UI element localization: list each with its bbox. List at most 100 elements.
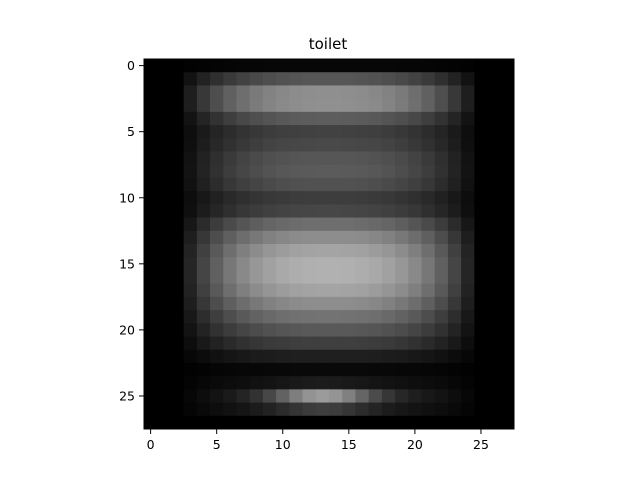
- heatmap-cell: [461, 389, 475, 403]
- heatmap-cell: [196, 389, 211, 403]
- heatmap-cell: [210, 244, 224, 258]
- heatmap-cell: [421, 151, 436, 166]
- heatmap-cell: [381, 164, 396, 179]
- heatmap-cell: [447, 336, 462, 351]
- heatmap-cell: [381, 402, 396, 417]
- heatmap-cell: [144, 362, 158, 377]
- heatmap-cell: [262, 111, 277, 126]
- heatmap-cell: [289, 244, 303, 258]
- heatmap-cell: [210, 138, 224, 152]
- heatmap-cell: [249, 125, 264, 139]
- heatmap-cell: [236, 244, 251, 258]
- heatmap-cell: [355, 111, 370, 126]
- y-tick-label: 25: [119, 388, 135, 403]
- heatmap-cell: [196, 230, 211, 245]
- heatmap-cell: [302, 151, 317, 166]
- heatmap-cell: [500, 283, 515, 298]
- heatmap-cell: [315, 151, 330, 166]
- heatmap-cell: [183, 98, 198, 113]
- heatmap-cell: [500, 98, 515, 113]
- heatmap-cell: [381, 98, 396, 113]
- heatmap-cell: [421, 111, 436, 126]
- heatmap-cell: [329, 191, 343, 205]
- heatmap-cell: [421, 389, 436, 403]
- heatmap-cell: [474, 111, 488, 126]
- heatmap-cell: [355, 257, 370, 271]
- heatmap-cell: [236, 191, 251, 205]
- heatmap-cell: [315, 111, 330, 126]
- heatmap-cell: [342, 164, 356, 179]
- heatmap-cell: [289, 323, 303, 337]
- heatmap-cell: [461, 323, 475, 337]
- heatmap-cell: [249, 191, 264, 205]
- heatmap-cell: [170, 349, 185, 364]
- heatmap-cell: [262, 283, 277, 298]
- heatmap-cell: [170, 336, 185, 351]
- heatmap-cell: [289, 389, 303, 403]
- heatmap-cell: [157, 72, 171, 86]
- heatmap-cell: [329, 336, 343, 351]
- heatmap-cell: [289, 59, 303, 73]
- heatmap-cell: [170, 296, 185, 311]
- heatmap-cell: [368, 296, 383, 311]
- heatmap-cell: [381, 296, 396, 311]
- heatmap-cell: [408, 204, 422, 218]
- heatmap-cell: [183, 376, 198, 390]
- heatmap-cell: [368, 336, 383, 351]
- heatmap-cell: [395, 310, 409, 324]
- heatmap-cell: [262, 257, 277, 271]
- heatmap-cell: [447, 191, 462, 205]
- heatmap-cell: [196, 310, 211, 324]
- heatmap-cell: [196, 244, 211, 258]
- heatmap-cell: [223, 111, 237, 126]
- heatmap-cell: [461, 244, 475, 258]
- heatmap-cell: [210, 217, 224, 232]
- heatmap-cell: [249, 244, 264, 258]
- heatmap-cell: [302, 72, 317, 86]
- heatmap-cell: [447, 296, 462, 311]
- heatmap-cell: [381, 217, 396, 232]
- heatmap-cell: [461, 362, 475, 377]
- heatmap-cell: [395, 138, 409, 152]
- heatmap-cell: [262, 204, 277, 218]
- heatmap-cell: [421, 230, 436, 245]
- heatmap-cell: [434, 138, 449, 152]
- heatmap-cell: [408, 310, 422, 324]
- heatmap-cell: [276, 257, 290, 271]
- heatmap-cell: [355, 230, 370, 245]
- heatmap-cell: [461, 164, 475, 179]
- heatmap-cell: [355, 72, 370, 86]
- heatmap-cell: [302, 283, 317, 298]
- heatmap-cell: [315, 230, 330, 245]
- heatmap-cell: [144, 230, 158, 245]
- heatmap-cell: [183, 164, 198, 179]
- heatmap-cell: [302, 257, 317, 271]
- heatmap-cell: [342, 151, 356, 166]
- heatmap-cell: [302, 349, 317, 364]
- heatmap-cell: [474, 177, 488, 192]
- heatmap-cell: [487, 336, 502, 351]
- heatmap-cell: [315, 244, 330, 258]
- heatmap-cell: [434, 204, 449, 218]
- heatmap-cell: [368, 151, 383, 166]
- heatmap-cell: [395, 244, 409, 258]
- heatmap-cell: [236, 376, 251, 390]
- y-tick-label: 0: [127, 58, 135, 73]
- heatmap-cell: [421, 376, 436, 390]
- heatmap-cell: [236, 111, 251, 126]
- plot-frame: [143, 58, 515, 430]
- heatmap-cell: [342, 349, 356, 364]
- heatmap-cell: [144, 270, 158, 285]
- heatmap-cell: [276, 362, 290, 377]
- heatmap-cell: [447, 111, 462, 126]
- heatmap-cell: [355, 389, 370, 403]
- x-tick-label: 10: [275, 437, 291, 452]
- heatmap-cell: [289, 362, 303, 377]
- heatmap-cell: [421, 164, 436, 179]
- heatmap-cell: [408, 72, 422, 86]
- y-tick-label: 15: [119, 256, 135, 271]
- heatmap-cell: [170, 138, 185, 152]
- heatmap-cell: [249, 283, 264, 298]
- heatmap-cell: [223, 415, 237, 430]
- heatmap-cell: [249, 217, 264, 232]
